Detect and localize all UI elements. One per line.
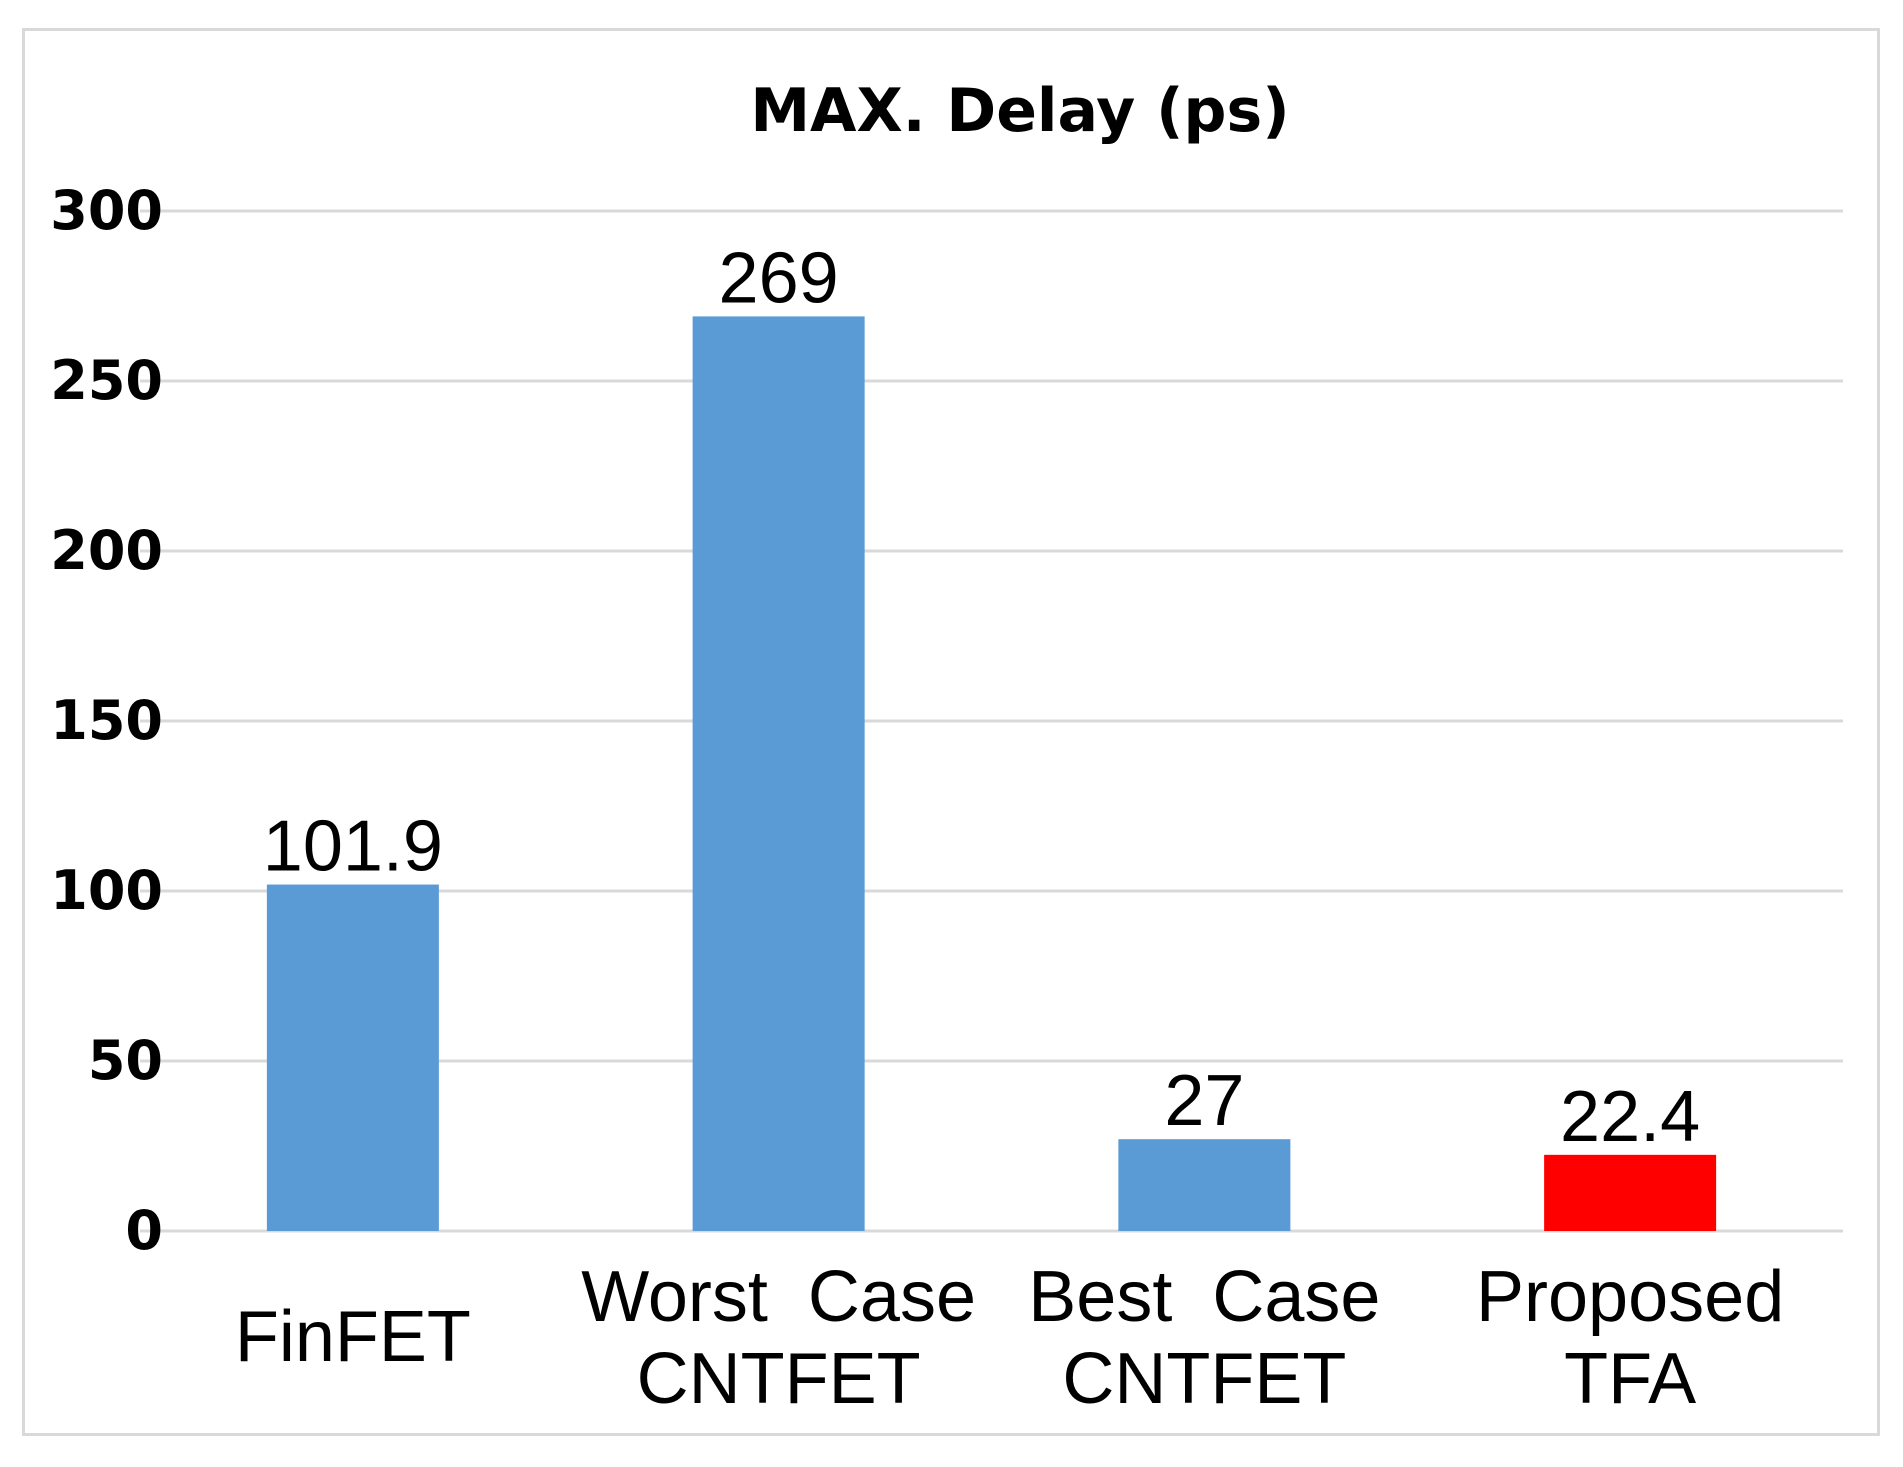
data-label: 22.4	[1560, 1077, 1700, 1157]
x-category-label: Worst Case	[581, 1257, 976, 1337]
bar	[1544, 1154, 1717, 1231]
y-tick-label: 50	[88, 1029, 163, 1092]
y-tick-label: 250	[50, 349, 163, 412]
x-category-label: CNTFET	[1062, 1339, 1346, 1419]
data-label: 101.9	[263, 807, 443, 887]
x-category-label: FinFET	[235, 1297, 471, 1377]
bars	[266, 316, 1717, 1231]
x-category-label: Proposed	[1476, 1257, 1784, 1337]
x-category-label: CNTFET	[637, 1339, 921, 1419]
x-category-label: Best Case	[1028, 1257, 1380, 1337]
data-label: 269	[719, 238, 839, 318]
y-tick-label: 150	[50, 689, 163, 752]
bar	[692, 316, 865, 1231]
bar	[1118, 1139, 1291, 1231]
y-tick-label: 200	[50, 519, 163, 582]
bar	[266, 884, 439, 1231]
x-category-label: TFA	[1564, 1339, 1696, 1419]
bar-chart: MAX. Delay (ps) 0 50 100 150 200 250 300 101.9…	[50, 76, 1843, 1419]
y-axis-tick-labels: 0 50 100 150 200 250 300	[50, 179, 163, 1262]
chart-title: MAX. Delay (ps)	[750, 76, 1289, 146]
data-labels: 101.9 269 27 22.4	[263, 238, 1700, 1156]
chart-frame: MAX. Delay (ps) 0 50 100 150 200 250 300 101.9…	[22, 28, 1880, 1436]
data-label: 27	[1164, 1061, 1244, 1141]
y-tick-label: 100	[50, 859, 163, 922]
y-tick-label: 0	[125, 1199, 163, 1262]
y-tick-label: 300	[50, 179, 163, 242]
